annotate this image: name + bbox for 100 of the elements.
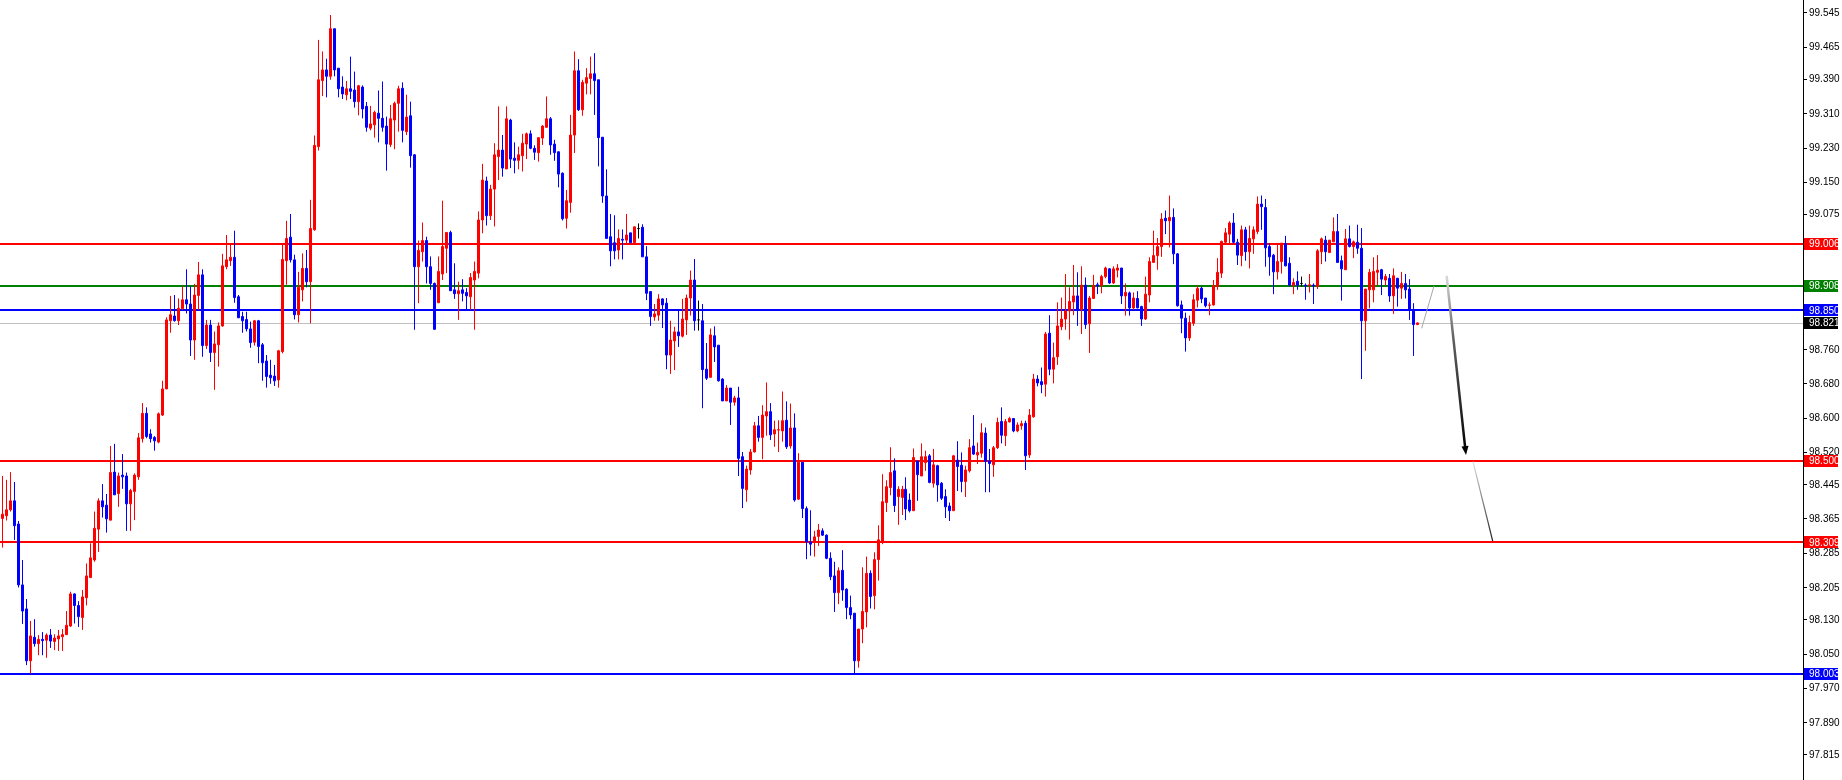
candlestick (1108, 267, 1111, 285)
candlestick (1020, 420, 1023, 431)
candlestick (793, 412, 796, 503)
candlestick (1016, 421, 1019, 433)
y-tick-label: 99.545 (1809, 6, 1841, 18)
candlestick (1004, 418, 1007, 447)
candlestick (329, 14, 332, 81)
candlestick (893, 457, 896, 513)
y-tick-label: 97.815 (1809, 748, 1841, 760)
ref-line-label: 99.006 (1809, 238, 1841, 250)
y-tick-label: 98.050 (1809, 648, 1841, 659)
candlestick (1096, 282, 1099, 295)
candlestick (253, 319, 256, 347)
candlestick (389, 104, 392, 148)
y-tick-label: 98.760 (1809, 343, 1841, 355)
candlestick (1348, 225, 1351, 248)
candlestick (1056, 301, 1059, 366)
candlestick (273, 364, 276, 387)
y-tick-label: 97.970 (1809, 682, 1841, 694)
candlestick (1312, 282, 1315, 305)
candlestick (325, 58, 328, 98)
candlestick (837, 566, 840, 605)
y-tick-label: 97.890 (1809, 716, 1841, 728)
candlestick (41, 631, 44, 656)
candlestick (577, 58, 580, 112)
candlestick (637, 222, 640, 239)
candlestick (505, 105, 508, 170)
y-tick-label: 99.390 (1809, 73, 1841, 85)
candlestick (657, 293, 660, 322)
candlestick (681, 298, 684, 338)
y-tick-label: 98.445 (1809, 478, 1841, 490)
y-tick-label: 99.465 (1809, 41, 1841, 53)
y-tick-label: 99.075 (1809, 208, 1841, 220)
candlestick (401, 81, 404, 143)
candlestick (57, 629, 60, 652)
candlestick (357, 84, 360, 116)
candlestick (1024, 420, 1027, 471)
candlestick (697, 300, 700, 332)
candlestick (1324, 235, 1327, 263)
candlestick (1384, 273, 1387, 286)
candlestick (897, 485, 900, 526)
candlestick (729, 387, 732, 426)
candlestick (53, 633, 56, 651)
candlestick (1308, 273, 1311, 293)
candlestick (113, 443, 116, 496)
candlestick (1048, 314, 1051, 376)
candlestick (1000, 406, 1003, 444)
candlestick (1296, 270, 1299, 291)
candlestick (809, 509, 812, 557)
candlestick (709, 327, 712, 378)
candlestick (1112, 265, 1115, 285)
candlestick (1132, 291, 1135, 311)
candlestick (1396, 277, 1399, 308)
ref-line-label: 98.821 (1809, 317, 1841, 329)
candlestick (1380, 268, 1383, 296)
candlestick (209, 319, 212, 363)
candlestick (1052, 342, 1055, 384)
candlestick (509, 118, 512, 169)
candlestick (773, 420, 776, 448)
candlestick (305, 249, 308, 288)
candlestick (972, 414, 975, 456)
candlestick (1392, 267, 1395, 315)
candlestick (916, 460, 919, 502)
candlestick (373, 110, 376, 139)
candlestick (936, 464, 939, 503)
y-tick-label: 98.205 (1809, 581, 1841, 593)
candlestick (33, 618, 36, 648)
candlestick (1012, 418, 1015, 433)
candlestick (1304, 282, 1307, 301)
candlestick (49, 628, 52, 649)
candlestick (1244, 226, 1247, 262)
y-tick-label: 98.365 (1809, 512, 1841, 524)
candlestick (405, 94, 408, 136)
candlestick (785, 400, 788, 450)
candlestick (956, 440, 959, 492)
candlestick (501, 134, 504, 178)
y-tick-label: 98.680 (1809, 377, 1841, 389)
y-tick-label: 98.520 (1809, 446, 1841, 458)
candlestick (1124, 282, 1127, 317)
candlestick (205, 319, 208, 350)
candlestick (485, 176, 488, 227)
candlestick (457, 281, 460, 321)
candlestick (1400, 271, 1403, 300)
y-tick-label: 98.600 (1809, 412, 1841, 424)
candlestick (1044, 331, 1047, 398)
candlestick (629, 232, 632, 244)
y-tick-label: 99.150 (1809, 176, 1841, 188)
candlestick (984, 427, 987, 493)
candlestick (669, 320, 672, 375)
candlestick (73, 592, 76, 624)
candlestick (769, 402, 772, 441)
candlestick (1164, 210, 1167, 235)
candlestick (621, 228, 624, 260)
candlestick (1120, 267, 1123, 305)
candlestick (757, 415, 760, 443)
candlestick (1260, 195, 1263, 231)
y-tick-label: 98.130 (1809, 613, 1841, 625)
candlestick (269, 359, 272, 385)
candlestick (733, 395, 736, 407)
candlestick (904, 476, 907, 521)
